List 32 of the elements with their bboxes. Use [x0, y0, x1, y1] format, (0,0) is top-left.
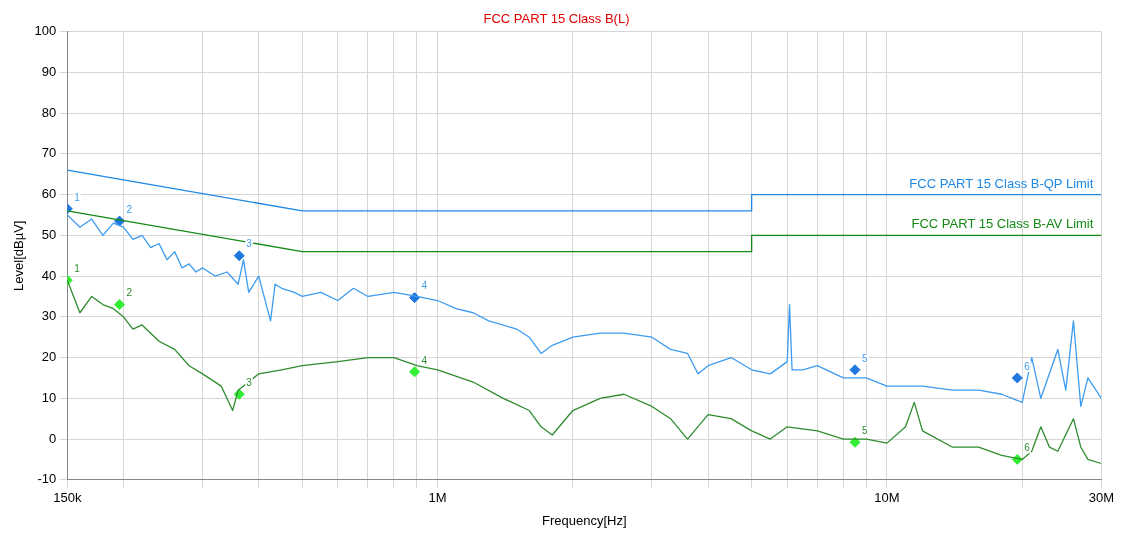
y-axis-title: Level[dBµV]: [11, 220, 27, 291]
x-axis-title: Frequency[Hz]: [542, 512, 627, 528]
annotation: 6: [1024, 442, 1031, 454]
x-tick-label: 10M: [874, 490, 900, 506]
y-tick-label: 80: [41, 104, 57, 120]
y-tick-label: 70: [41, 145, 57, 161]
chart-title: FCC PART 15 Class B(L): [483, 11, 630, 27]
annotation: 2: [126, 203, 133, 215]
y-tick-label: 40: [41, 267, 57, 283]
y-tick-label: -10: [37, 471, 57, 487]
annotation: 1: [74, 262, 81, 274]
y-tick-label: 10: [41, 389, 57, 405]
series-label: FCC PART 15 Class B-QP Limit: [909, 175, 1094, 191]
x-tick-label: 150k: [53, 490, 82, 506]
x-tick-label: 30M: [1088, 490, 1114, 506]
y-tick-label: 60: [41, 186, 57, 202]
annotation: 5: [861, 425, 868, 437]
y-tick-label: 0: [49, 430, 57, 446]
annotation: 1: [74, 191, 81, 203]
y-tick-label: 100: [34, 23, 57, 39]
y-tick-label: 30: [41, 308, 57, 324]
y-tick-label: 50: [41, 226, 57, 242]
series-label: FCC PART 15 Class B-AV Limit: [911, 216, 1094, 232]
x-tick-label: 1M: [428, 490, 447, 506]
annotation: 5: [861, 352, 868, 364]
annotation: 4: [421, 354, 428, 366]
annotation: 4: [421, 280, 428, 292]
annotation: 2: [126, 287, 133, 299]
y-tick-label: 20: [41, 349, 57, 365]
y-tick-label: 90: [41, 63, 57, 79]
annotation: 6: [1024, 360, 1031, 372]
annotation: 3: [246, 238, 253, 250]
